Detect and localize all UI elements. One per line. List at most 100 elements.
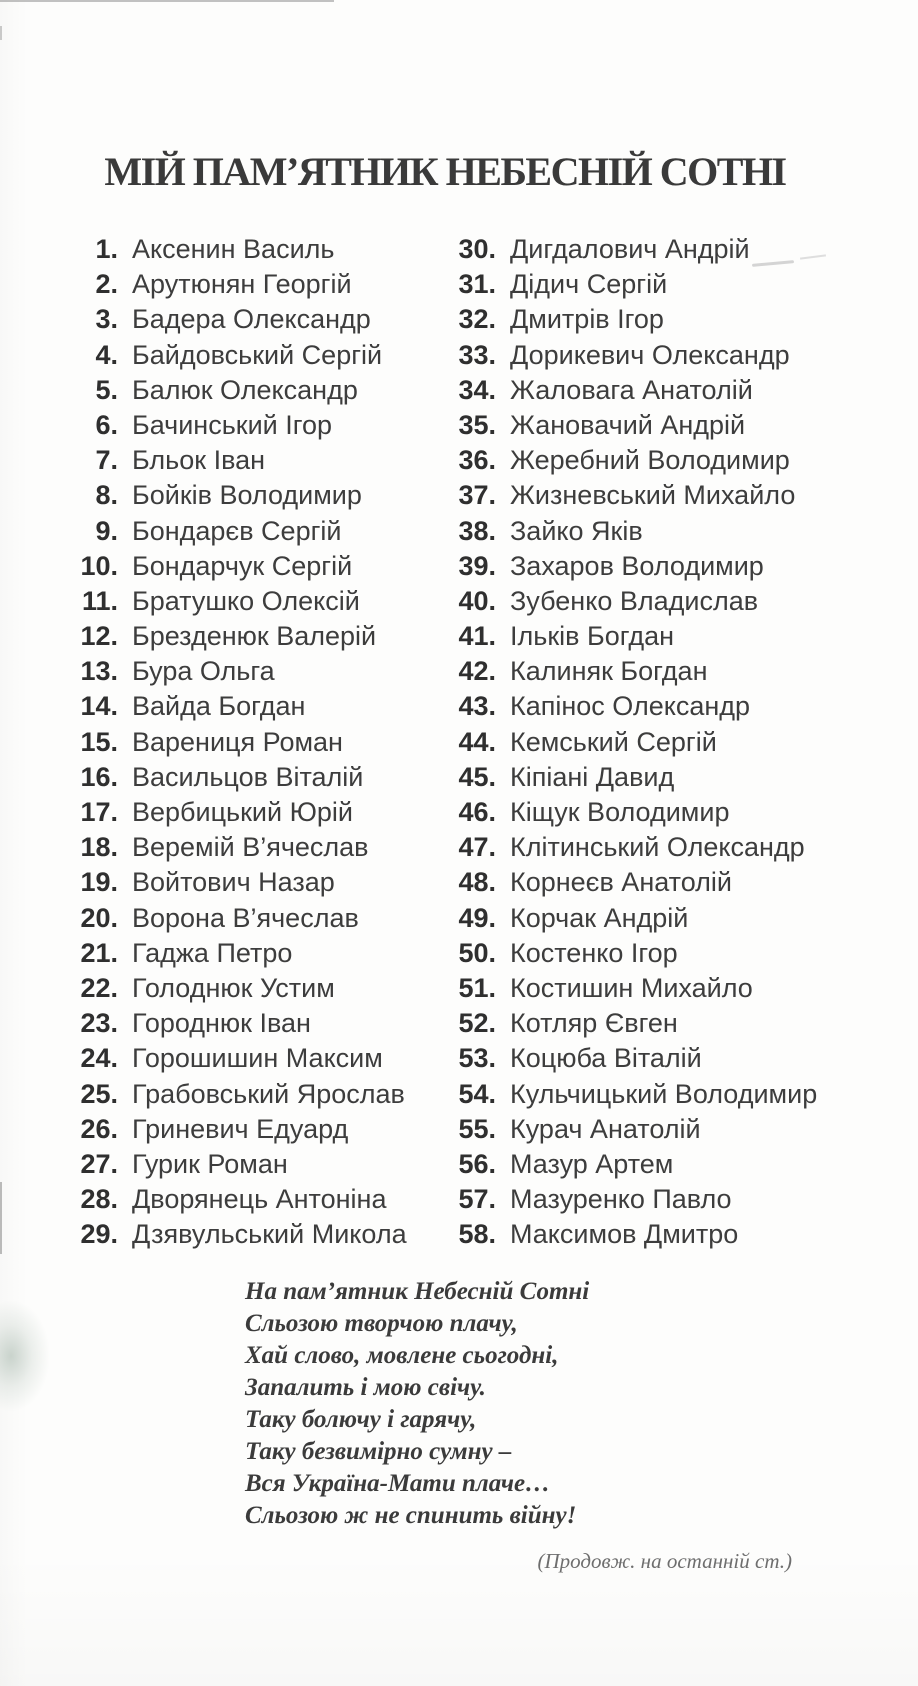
entry-number: 12. xyxy=(80,621,118,652)
entry-number: 35. xyxy=(458,409,496,440)
continuation-note: (Продовж. на останній ст.) xyxy=(537,1549,792,1574)
list-item: 9. Бондарєв Сергій xyxy=(70,514,448,549)
entry-number: 43. xyxy=(458,691,496,722)
entry-name: Дзявульський Микола xyxy=(132,1219,407,1250)
entry-name: Бадера Олександр xyxy=(132,304,371,335)
list-item: 12. Брезденюк Валерій xyxy=(70,619,448,654)
entry-number: 6. xyxy=(95,409,118,440)
list-item: 34. Жаловага Анатолій xyxy=(448,373,890,408)
entry-name: Максимов Дмитро xyxy=(510,1219,739,1250)
entry-name: Гаджа Петро xyxy=(132,937,293,968)
list-item: 11. Братушко Олексій xyxy=(70,584,448,619)
list-item: 50. Костенко Ігор xyxy=(448,936,890,971)
entry-name: Корчак Андрій xyxy=(510,902,689,933)
list-item: 31. Дідич Сергій xyxy=(448,267,890,302)
entry-name: Гурик Роман xyxy=(132,1148,288,1179)
entry-name: Арутюнян Георгій xyxy=(132,269,352,300)
entry-number: 51. xyxy=(458,972,496,1003)
entry-name: Гриневич Едуард xyxy=(132,1113,349,1144)
list-item: 10. Бондарчук Сергій xyxy=(70,549,448,584)
entry-number: 33. xyxy=(458,339,496,370)
list-item: 2. Арутюнян Георгій xyxy=(70,267,448,302)
poem-line: Таку безвимірно сумну – xyxy=(245,1438,512,1466)
entry-number: 57. xyxy=(458,1184,496,1215)
list-item: 6. Бачинський Ігор xyxy=(70,408,448,443)
entry-number: 27. xyxy=(80,1148,118,1179)
list-item: 1. Аксенин Василь xyxy=(70,232,448,267)
entry-name: Дмитрів Ігор xyxy=(510,304,664,335)
list-item: 53. Коцюба Віталій xyxy=(448,1041,890,1076)
entry-name: Кульчицький Володимир xyxy=(510,1078,818,1109)
entry-name: Калиняк Богдан xyxy=(510,656,708,687)
entry-name: Жизневський Михайло xyxy=(510,480,796,511)
entry-number: 17. xyxy=(80,797,118,827)
entry-number: 46. xyxy=(458,797,496,827)
entry-number: 11. xyxy=(81,585,118,616)
entry-number: 15. xyxy=(80,726,118,757)
entry-name: Городнюк Іван xyxy=(132,1008,311,1039)
entry-number: 20. xyxy=(80,902,118,933)
list-item: 5. Балюк Олександр xyxy=(70,373,448,408)
entry-name: Байдовський Сергій xyxy=(132,339,383,370)
poem-line: Запалить і мою свічу. xyxy=(245,1374,486,1402)
entry-number: 41. xyxy=(458,621,496,652)
page-content: МІЙ ПАМ’ЯТНИК НЕБЕСНІЙ СОТНІ 1. Аксенин В… xyxy=(0,150,890,1574)
entry-name: Братушко Олексій xyxy=(132,585,360,616)
entry-name: Захаров Володимир xyxy=(510,550,764,581)
entry-name: Балюк Олександр xyxy=(132,374,358,405)
entry-name: Бойків Володимир xyxy=(132,480,362,511)
entry-number: 52. xyxy=(458,1008,496,1039)
entry-number: 23. xyxy=(80,1008,118,1039)
entry-name: Дигдалович Андрій xyxy=(510,234,750,264)
entry-name: Корнеєв Анатолій xyxy=(510,867,732,898)
entry-number: 34. xyxy=(458,374,496,405)
poem-line: Сльозою творчою плачу, xyxy=(245,1310,518,1338)
entry-number: 3. xyxy=(95,304,118,335)
list-item: 54. Кульчицький Володимир xyxy=(448,1077,890,1112)
entry-number: 25. xyxy=(80,1078,118,1109)
list-item: 28. Дворянець Антоніна xyxy=(70,1182,448,1217)
list-item: 55. Курач Анатолій xyxy=(448,1112,890,1147)
list-item: 8. Бойків Володимир xyxy=(70,478,448,513)
list-item: 20. Ворона В’ячеслав xyxy=(70,901,448,936)
entry-name: Дорикевич Олександр xyxy=(510,339,790,370)
entry-number: 55. xyxy=(458,1113,496,1144)
entry-name: Жановачий Андрій xyxy=(510,409,746,440)
list-item: 47. Клітинський Олександр xyxy=(448,830,890,865)
entry-number: 31. xyxy=(458,269,496,300)
entry-name: Брезденюк Валерій xyxy=(132,621,377,652)
entry-name: Кіпіані Давид xyxy=(510,761,675,792)
entry-name: Грабовський Ярослав xyxy=(132,1078,405,1109)
entry-name: Вайда Богдан xyxy=(132,691,306,722)
entry-number: 22. xyxy=(80,972,118,1003)
list-item: 44. Кемський Сергій xyxy=(448,725,890,760)
entry-number: 16. xyxy=(80,761,118,792)
entry-name: Зубенко Владислав xyxy=(510,585,759,616)
entry-name: Войтович Назар xyxy=(132,867,335,898)
list-item: 13. Бура Ольга xyxy=(70,654,448,689)
list-item: 58. Максимов Дмитро xyxy=(448,1217,890,1252)
list-item: 40. Зубенко Владислав xyxy=(448,584,890,619)
list-item: 15. Варениця Роман xyxy=(70,725,448,760)
entry-number: 47. xyxy=(458,832,496,863)
entry-number: 4. xyxy=(95,339,118,370)
entry-number: 42. xyxy=(458,656,496,687)
list-item: 41. Ільків Богдан xyxy=(448,619,890,654)
entry-number: 45. xyxy=(458,761,496,792)
entry-number: 9. xyxy=(95,515,118,546)
entry-name: Клітинський Олександр xyxy=(510,832,805,863)
entry-number: 50. xyxy=(458,937,496,968)
poem: На пам’ятник Небесній Сотні Сльозою творч… xyxy=(245,1276,890,1532)
entry-number: 49. xyxy=(458,902,496,933)
list-item: 29. Дзявульський Микола xyxy=(70,1217,448,1252)
entry-number: 56. xyxy=(458,1148,496,1179)
entry-number: 29. xyxy=(80,1219,118,1250)
list-column-left: 1. Аксенин Василь 2. Арутюнян Георгій 3. Баде… xyxy=(70,232,448,1252)
list-item: 33. Дорикевич Олександр xyxy=(448,338,890,373)
entry-name: Бльок Іван xyxy=(132,445,266,476)
entry-number: 48. xyxy=(458,867,496,898)
entry-number: 13. xyxy=(80,656,118,687)
memorial-list: 1. Аксенин Василь 2. Арутюнян Георгій 3. Баде… xyxy=(0,232,890,1252)
list-item: 37. Жизневський Михайло xyxy=(448,478,890,513)
list-item: 45. Кіпіані Давид xyxy=(448,760,890,795)
